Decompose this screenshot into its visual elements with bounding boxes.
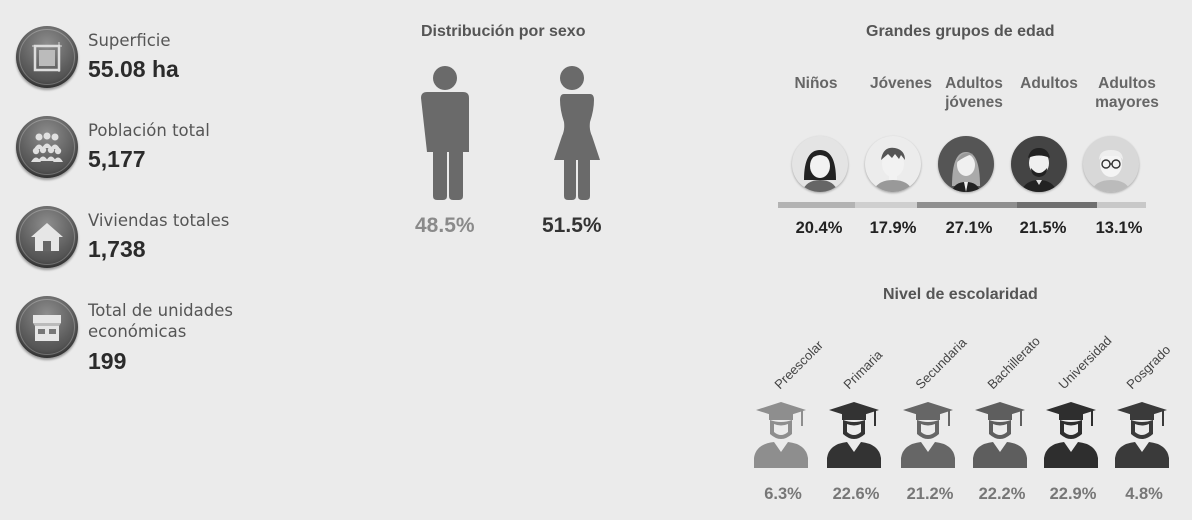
sex-title: Distribución por sexo: [421, 23, 586, 40]
edu-pct-bachillerato: 22.2%: [978, 485, 1026, 503]
female-icon: [554, 66, 600, 200]
edu-label-preescolar: Preescolar: [771, 337, 826, 392]
stat-label: Superficie: [88, 31, 171, 50]
stat-value: 199: [88, 348, 127, 374]
graduate-icon-posgrado: [1115, 402, 1169, 468]
graduate-icon-universidad: [1044, 402, 1098, 468]
age-pct-adultos-jovenes: 27.1%: [945, 219, 993, 237]
age-bar-adultos: [1017, 202, 1097, 208]
age-label-adultos-jovenes: Adultos jóvenes: [945, 75, 1003, 111]
age-label-ninos: Niños: [794, 75, 838, 92]
stat-value: 1,738: [88, 236, 146, 262]
age-bar-jovenes: [855, 202, 917, 208]
graduate-icon-bachillerato: [973, 402, 1027, 468]
stat-unidades: Total de unidades económicas 199: [16, 296, 316, 374]
edu-label-bachillerato: Bachillerato: [984, 333, 1044, 392]
stat-label: Población total: [88, 121, 210, 140]
house-icon: [16, 206, 78, 268]
edu-pct-secundaria: 21.2%: [906, 485, 954, 503]
age-label-adultos-mayores: Adultos mayores: [1095, 75, 1159, 111]
area-icon: [16, 26, 78, 88]
education-title: Nivel de escolaridad: [883, 286, 1038, 303]
age-pct-adultos: 21.5%: [1019, 219, 1067, 237]
graduate-icon-primaria: [827, 402, 881, 468]
male-icon: [421, 66, 469, 200]
stat-poblacion: Población total 5,177: [16, 116, 316, 186]
age-label-jovenes: Jóvenes: [869, 75, 933, 92]
stat-viviendas: Viviendas totales 1,738: [16, 206, 316, 276]
female-pct: 51.5%: [542, 214, 602, 237]
adult-face-icon: [1011, 136, 1067, 192]
edu-pct-preescolar: 6.3%: [764, 485, 802, 503]
graduate-icon-preescolar: [754, 402, 808, 468]
age-bar-ninos: [778, 202, 855, 208]
male-pct: 48.5%: [415, 214, 475, 237]
stat-label: Viviendas totales: [88, 211, 230, 230]
stat-label: Total de unidades económicas: [88, 301, 233, 341]
youth-face-icon: [865, 136, 921, 192]
age-bar-adultos-jovenes: [917, 202, 1017, 208]
age-title: Grandes grupos de edad: [866, 23, 1055, 40]
child-face-icon: [792, 136, 848, 192]
store-icon: [16, 296, 78, 358]
stat-value: 55.08 ha: [88, 56, 179, 82]
stat-superficie: Superficie 55.08 ha: [16, 26, 316, 96]
edu-pct-primaria: 22.6%: [832, 485, 880, 503]
edu-label-primaria: Primaria: [840, 347, 886, 392]
people-icon: [16, 116, 78, 178]
age-label-adultos: Adultos: [1020, 75, 1078, 92]
edu-label-universidad: Universidad: [1055, 332, 1115, 392]
edu-label-posgrado: Posgrado: [1123, 342, 1174, 392]
stat-value: 5,177: [88, 146, 146, 172]
age-bar-adultos-mayores: [1097, 202, 1146, 208]
age-pct-ninos: 20.4%: [795, 219, 843, 237]
edu-pct-posgrado: 4.8%: [1125, 485, 1163, 503]
graduate-icon-secundaria: [901, 402, 955, 468]
age-pct-jovenes: 17.9%: [869, 219, 917, 237]
age-pct-adultos-mayores: 13.1%: [1095, 219, 1143, 237]
young-adult-face-icon: [938, 136, 994, 192]
edu-pct-universidad: 22.9%: [1049, 485, 1097, 503]
elder-face-icon: [1083, 136, 1139, 192]
edu-label-secundaria: Secundaria: [912, 334, 970, 392]
